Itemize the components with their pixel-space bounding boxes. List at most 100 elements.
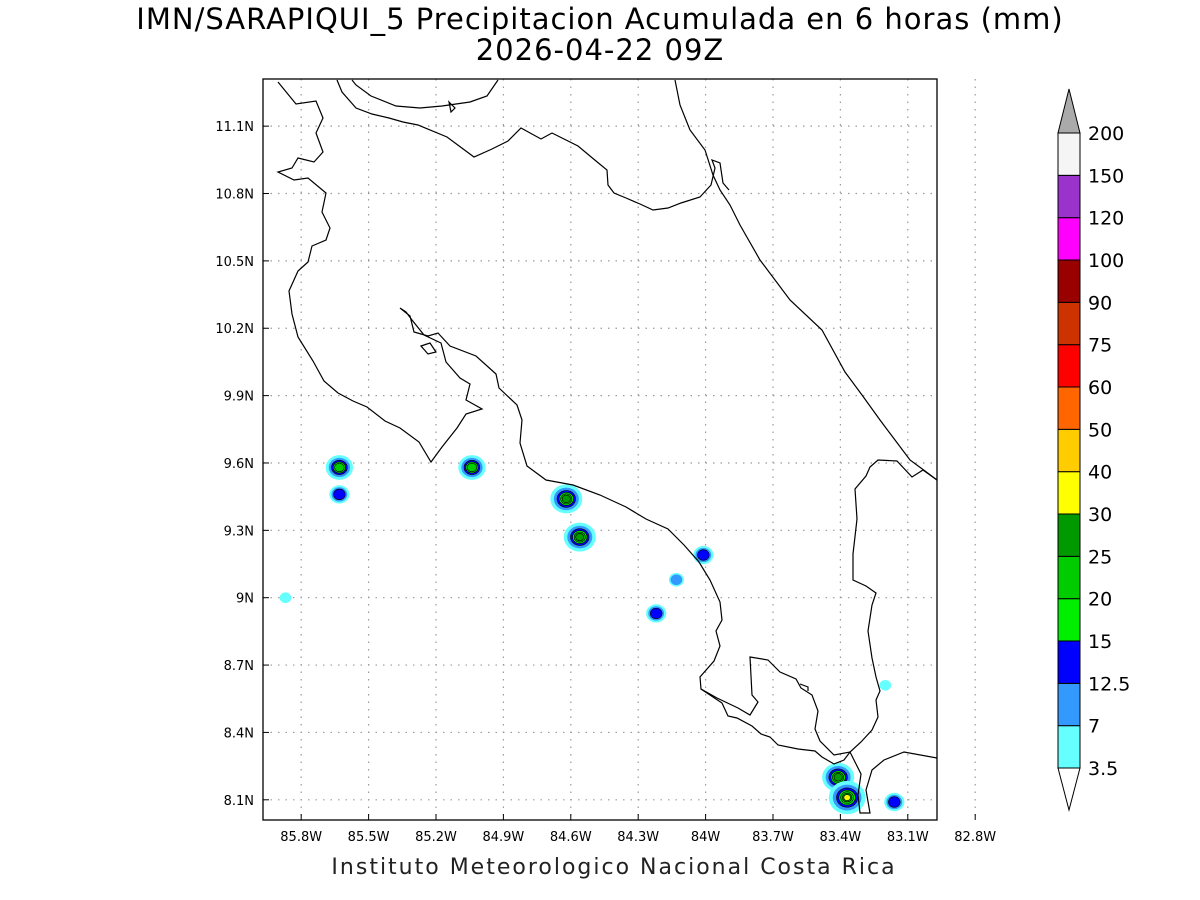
precip-contour [843,794,851,801]
lon-tick-label: 82.8W [954,830,996,845]
legend-color-box [1057,640,1081,684]
legend-level-label: 100 [1088,250,1124,272]
lon-tick-label: 85.2W [415,830,457,845]
legend-level-label: 30 [1088,504,1112,526]
precip-contour [942,139,963,158]
precip-contour [670,574,683,586]
lon-tick-label: 85.8W [280,830,322,845]
precip-cell [879,679,892,691]
legend-color-box [1057,725,1081,769]
legend-color-box [1057,174,1081,219]
lat-tick-label: 9.9N [224,390,254,405]
precip-contour [947,143,959,154]
lon-tick-label: 85.5W [348,830,390,845]
precip-contour [953,91,971,107]
chart-title: IMN/SARAPIQUI_5 Precipitacion Acumulada … [136,2,1064,36]
precip-cell [325,455,354,480]
lon-tick-label: 83.4W [819,830,861,845]
precip-contour [888,796,901,808]
legend-level-label: 40 [1088,462,1112,484]
legend-color-box [1057,682,1081,727]
precip-contour [879,679,892,691]
lat-tick-label: 9N [236,592,254,607]
legend-level-label: 7 [1088,716,1100,738]
precip-contour [945,141,961,155]
legend-under-arrow [1057,767,1081,812]
lon-tick-label: 84.3W [617,830,659,845]
lat-tick-label: 9.6N [224,457,254,472]
legend-level-label: 200 [1088,123,1124,145]
lat-tick-label: 8.1N [224,794,254,809]
precip-cell [646,604,667,623]
precip-contour [697,549,710,561]
precip-cell [950,89,973,109]
map-grid [263,79,976,820]
precip-contour [279,592,292,603]
precip-cell [458,455,486,480]
precip-contour [575,533,585,542]
lat-tick-label: 8.4N [224,726,254,741]
precip-cell [668,572,684,587]
plot-frame [262,78,938,821]
legend-level-label: 120 [1088,208,1124,230]
precip-contour [833,773,843,782]
precip-contour [333,488,346,501]
precip-contour [650,607,663,620]
precip-contour [957,95,967,104]
legend-color-box [1057,428,1081,473]
precip-contour [955,93,968,105]
legend-color-box [1057,132,1081,176]
color-legend: 3.5 7 12.5 15 20 25 30 40 50 60 75 90 100 120 150 200 [1057,88,1130,812]
chart-subtitle: 2026-04-22 09Z [475,33,725,67]
legend-level-label: 12.5 [1088,673,1130,695]
legend-level-label: 75 [1088,335,1112,357]
precip-contour [950,89,973,109]
legend-over-arrow [1057,88,1081,134]
precip-cell [884,792,905,812]
legend-color-box [1057,386,1081,430]
legend-level-label: 150 [1088,165,1124,187]
lat-tick-label: 9.3N [224,524,254,539]
lat-tick-label: 8.7N [224,659,254,674]
lon-tick-label: 84.9W [482,830,524,845]
lon-tick-label: 84W [691,830,721,845]
precip-cell [329,485,350,504]
legend-color-box [1057,344,1081,388]
precip-cell [828,780,866,815]
lat-tick-label: 10.2N [215,322,254,337]
lon-tick-label: 83.7W [752,830,794,845]
map-axes: 85.8W 85.5W 85.2W 84.9W 84.6W 84.3W 84W 83.7W 83… [215,120,996,845]
precip-contour [334,462,345,473]
precip-cell [693,545,714,565]
legend-color-box [1057,217,1081,261]
legend-color-box [1057,471,1081,515]
legend-color-box [1057,598,1081,642]
precip-contour [466,462,478,473]
legend-level-label: 50 [1088,419,1112,441]
precip-contour [939,136,966,161]
precip-shading [279,89,973,815]
lat-tick-label: 10.5N [215,255,254,270]
precip-contour [948,144,958,153]
lat-tick-label: 11.1N [215,120,254,135]
legend-level-label: 15 [1088,631,1112,653]
precip-cell [939,136,966,161]
legend-color-box [1057,513,1081,557]
legend-level-label: 25 [1088,546,1112,568]
precip-contour [561,494,571,503]
precip-cell [563,522,596,552]
legend-level-label: 90 [1088,292,1112,314]
legend-level-label: 20 [1088,589,1112,611]
lat-tick-label: 10.8N [215,188,254,203]
lon-tick-label: 84.6W [550,830,592,845]
lon-tick-label: 83.1W [887,830,929,845]
coastline [276,79,937,814]
legend-color-box [1057,555,1081,600]
legend-color-box [1057,259,1081,303]
legend-level-label: 3.5 [1088,758,1118,780]
precip-cell [550,484,583,514]
legend-level-label: 60 [1088,377,1112,399]
credit-text: Instituto Meteorologico Nacional Costa R… [331,855,897,880]
precip-cell [279,592,292,603]
